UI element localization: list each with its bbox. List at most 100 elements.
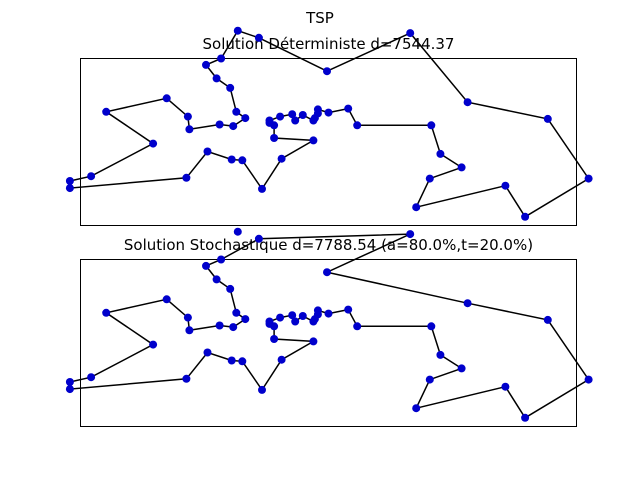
stochastic-city-point-3 <box>344 305 353 314</box>
stochastic-city-point-11 <box>427 322 436 331</box>
stochastic-city-point-48 <box>241 315 250 324</box>
deterministic-city-point-51 <box>584 174 593 183</box>
deterministic-city-point-32 <box>406 29 415 38</box>
stochastic-city-point-51 <box>584 375 593 384</box>
deterministic-panel: Solution Déterministe d=7544.37 <box>65 26 593 226</box>
deterministic-city-point-2 <box>162 94 171 103</box>
stochastic-city-point-24 <box>353 322 362 331</box>
stochastic-city-point-7 <box>217 255 226 264</box>
deterministic-city-point-6 <box>65 177 74 185</box>
stochastic-city-points <box>65 227 593 422</box>
stochastic-city-point-18 <box>212 275 221 284</box>
stochastic-city-point-9 <box>254 234 263 243</box>
deterministic-city-point-10 <box>543 114 552 123</box>
deterministic-city-point-8 <box>233 26 242 35</box>
deterministic-city-point-49 <box>238 156 247 165</box>
stochastic-city-point-26 <box>457 364 466 373</box>
deterministic-city-point-40 <box>202 60 210 69</box>
deterministic-city-point-37 <box>298 111 307 119</box>
stochastic-city-point-21 <box>215 321 224 330</box>
deterministic-city-point-12 <box>501 181 510 190</box>
deterministic-city-point-18 <box>212 74 221 83</box>
deterministic-city-point-0 <box>229 122 238 131</box>
stochastic-plot-area <box>80 259 577 427</box>
stochastic-panel-title: Solution Stochastique d=7788.54 (a=80.0%… <box>124 236 533 254</box>
stochastic-city-point-16 <box>102 308 111 317</box>
deterministic-city-point-27 <box>436 149 445 158</box>
stochastic-city-point-12 <box>501 382 510 391</box>
deterministic-city-point-9 <box>254 33 263 42</box>
deterministic-city-point-3 <box>344 104 353 113</box>
deterministic-city-point-42 <box>323 67 331 76</box>
deterministic-city-point-41 <box>87 172 96 181</box>
deterministic-city-point-15 <box>277 154 286 163</box>
stochastic-city-point-41 <box>87 373 96 382</box>
deterministic-city-point-46 <box>412 203 421 212</box>
deterministic-city-point-29 <box>182 173 191 182</box>
deterministic-city-point-19 <box>227 155 236 164</box>
deterministic-city-points <box>65 26 593 221</box>
stochastic-city-point-45 <box>309 337 318 346</box>
figure-suptitle: TSP <box>305 9 334 27</box>
deterministic-city-point-20 <box>149 139 158 148</box>
stochastic-city-point-37 <box>298 312 307 320</box>
deterministic-plot-area <box>80 58 577 226</box>
stochastic-city-point-29 <box>182 374 191 383</box>
deterministic-city-point-45 <box>309 136 318 145</box>
deterministic-city-point-31 <box>232 107 241 116</box>
deterministic-city-point-47 <box>309 116 318 125</box>
stochastic-city-point-13 <box>521 413 530 422</box>
stochastic-city-point-5 <box>324 309 333 318</box>
deterministic-city-point-24 <box>353 121 362 130</box>
deterministic-city-point-14 <box>313 105 322 114</box>
deterministic-city-point-36 <box>291 116 300 125</box>
stochastic-city-point-25 <box>425 375 434 384</box>
stochastic-city-point-2 <box>162 295 171 304</box>
stochastic-city-point-46 <box>412 404 421 413</box>
stochastic-city-point-10 <box>543 315 552 324</box>
deterministic-panel-title: Solution Déterministe d=7544.37 <box>203 35 455 53</box>
stochastic-city-point-42 <box>323 268 331 277</box>
deterministic-city-point-21 <box>215 120 224 129</box>
stochastic-city-point-14 <box>313 306 322 315</box>
stochastic-city-point-15 <box>277 355 286 364</box>
stochastic-city-point-44 <box>226 284 235 293</box>
deterministic-city-point-38 <box>276 112 285 121</box>
deterministic-city-point-1 <box>65 184 74 193</box>
stochastic-city-point-0 <box>229 323 238 332</box>
stochastic-city-point-22 <box>203 348 212 357</box>
deterministic-city-point-28 <box>258 184 266 193</box>
stochastic-city-point-40 <box>202 261 210 270</box>
stochastic-panel: Solution Stochastique d=7788.54 (a=80.0%… <box>65 227 593 427</box>
deterministic-city-point-30 <box>185 125 194 134</box>
deterministic-city-point-22 <box>203 147 212 156</box>
stochastic-city-point-8 <box>233 227 242 236</box>
deterministic-city-point-48 <box>241 114 250 123</box>
stochastic-city-point-28 <box>258 385 266 394</box>
deterministic-city-point-26 <box>457 163 466 172</box>
deterministic-city-point-7 <box>217 54 226 63</box>
stochastic-city-point-6 <box>65 378 74 386</box>
stochastic-city-point-39 <box>288 311 297 320</box>
deterministic-city-point-50 <box>463 98 472 107</box>
stochastic-city-point-49 <box>238 357 247 366</box>
stochastic-city-point-50 <box>463 299 472 308</box>
stochastic-city-point-20 <box>149 340 158 349</box>
deterministic-city-point-11 <box>427 121 436 130</box>
stochastic-city-point-19 <box>227 356 236 365</box>
stochastic-city-point-1 <box>65 385 74 394</box>
deterministic-city-point-43 <box>270 134 279 142</box>
stochastic-city-point-47 <box>309 317 318 326</box>
stochastic-city-point-43 <box>270 335 279 343</box>
stochastic-city-point-30 <box>185 326 194 335</box>
deterministic-city-point-16 <box>102 107 111 116</box>
stochastic-city-point-32 <box>406 230 415 239</box>
deterministic-city-point-25 <box>425 174 434 183</box>
stochastic-city-point-35 <box>265 317 274 326</box>
deterministic-city-point-44 <box>226 83 235 92</box>
stochastic-city-point-17 <box>183 313 192 322</box>
stochastic-city-point-27 <box>436 350 445 359</box>
deterministic-city-point-35 <box>265 116 274 125</box>
stochastic-city-point-31 <box>232 308 241 317</box>
